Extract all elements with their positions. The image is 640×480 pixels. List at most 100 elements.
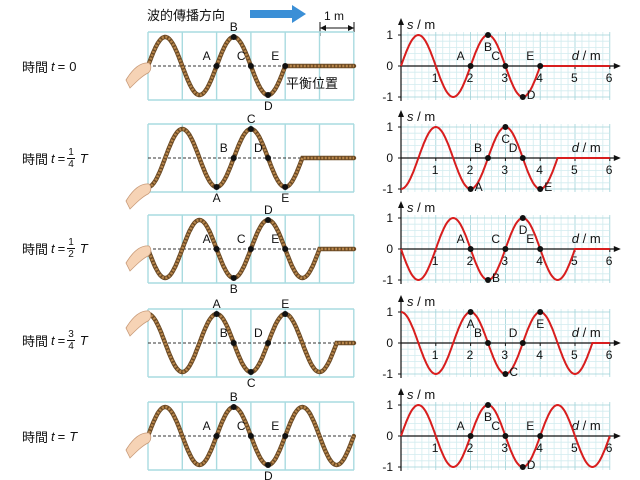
graph-point-A [467,309,474,315]
hand-icon [125,245,152,272]
hand-shape [125,310,152,337]
rope-point-label-D: D [264,203,273,217]
graph-point-label-D: D [509,141,518,155]
x-tick-label: 4 [536,348,543,362]
graph-point-D [519,340,526,346]
time-variable: t [51,58,55,74]
direction-label: 波的傳播方向 [147,8,225,23]
graph-point-label-B: B [484,40,492,54]
y-tick-label: -1 [382,90,393,104]
x-tick-label: 4 [536,441,543,455]
rope-point-D [265,155,272,161]
x-tick-label: 5 [571,254,578,268]
x-axis-label: d / m [572,231,601,246]
graph-point-E [537,246,544,252]
x-tick-label: 6 [606,441,613,455]
y-tick-label: 1 [386,398,393,412]
rope-point-label-A: A [213,297,221,311]
rope-point-label-B: B [220,326,228,340]
x-tick-label: 2 [467,441,474,455]
hand-icon [125,310,152,337]
x-axis-arrow [613,433,621,439]
x-tick-label: 5 [571,71,578,85]
x-tick-label: 6 [606,254,613,268]
time-label-T: 時間 t = T [22,416,80,456]
graph-point-D [519,94,526,100]
rope-point-C [247,126,254,132]
rope-point-C [247,369,254,375]
x-axis-label: d / m [572,418,601,433]
graph-point-label-B: B [484,410,492,424]
graph-point-label-B: B [474,326,482,340]
hand-icon [125,62,152,89]
x-tick-label: 6 [606,163,613,177]
rope-point-label-B: B [230,390,238,404]
time-value: 0 [69,58,77,74]
rope-point-label-B: B [230,282,238,296]
graph-point-label-C: C [491,419,500,433]
time-variable: t [51,332,55,348]
x-tick-label: 4 [536,254,543,268]
rope-panel-t1: A B C D E [125,112,357,210]
hand-icon [125,183,152,210]
fraction-numerator: 1 [67,146,75,159]
y-axis-label: s / m [407,387,435,402]
graph-point-A [467,246,474,252]
graph-point-C [502,246,509,252]
rope-panel-t0: A B C D E 平衡位置 [125,20,357,113]
rope-point-label-E: E [271,419,279,433]
graph-point-label-E: E [544,180,552,194]
rope-point-A [213,63,220,69]
period-symbol: T [79,332,88,348]
graph-point-label-E: E [526,49,534,63]
rope-point-C [247,246,254,252]
rope-point-A [213,246,220,252]
graph-point-B [485,402,491,408]
rope-point-E [282,63,289,69]
x-tick-label: 2 [467,254,474,268]
rope-point-D [265,462,272,468]
rope-point-E [282,311,289,317]
time-label-0: 時間 t = 0 [22,46,76,86]
x-axis-label: d / m [572,325,601,340]
rope-point-B [230,275,237,281]
y-tick-label: 0 [386,336,393,350]
rope-texture [146,218,354,280]
graph-point-label-B: B [492,271,500,285]
x-tick-label: 3 [501,441,508,455]
rope-point-E [282,246,289,252]
period-symbol: T [79,150,88,166]
x-tick-label: 2 [467,71,474,85]
rope-point-label-D: D [254,326,263,340]
rope-point-label-C: C [237,419,246,433]
x-tick-label: 1 [432,254,439,268]
rope-texture [146,405,356,467]
graph-point-label-C: C [509,365,518,379]
y-axis-label: s / m [407,200,435,215]
y-axis-label: s / m [407,17,435,32]
hand-shape [125,183,152,210]
rope-point-label-A: A [213,191,221,205]
rope-point-label-B: B [220,141,228,155]
y-tick-label: -1 [382,273,393,287]
scale-label: 1 m [324,9,344,23]
hand-shape [125,432,152,459]
rope-point-label-A: A [203,49,211,63]
x-tick-label: 3 [501,163,508,177]
fraction-denominator: 4 [68,158,74,170]
time-prefix: 時間 [22,59,49,75]
rope-point-label-E: E [271,232,279,246]
x-tick-label: 3 [501,348,508,362]
rope-texture [147,312,354,374]
equals-sign: = [57,150,66,166]
x-axis-label: d / m [572,48,601,63]
y-tick-label: 0 [386,59,393,73]
x-tick-label: 5 [571,348,578,362]
